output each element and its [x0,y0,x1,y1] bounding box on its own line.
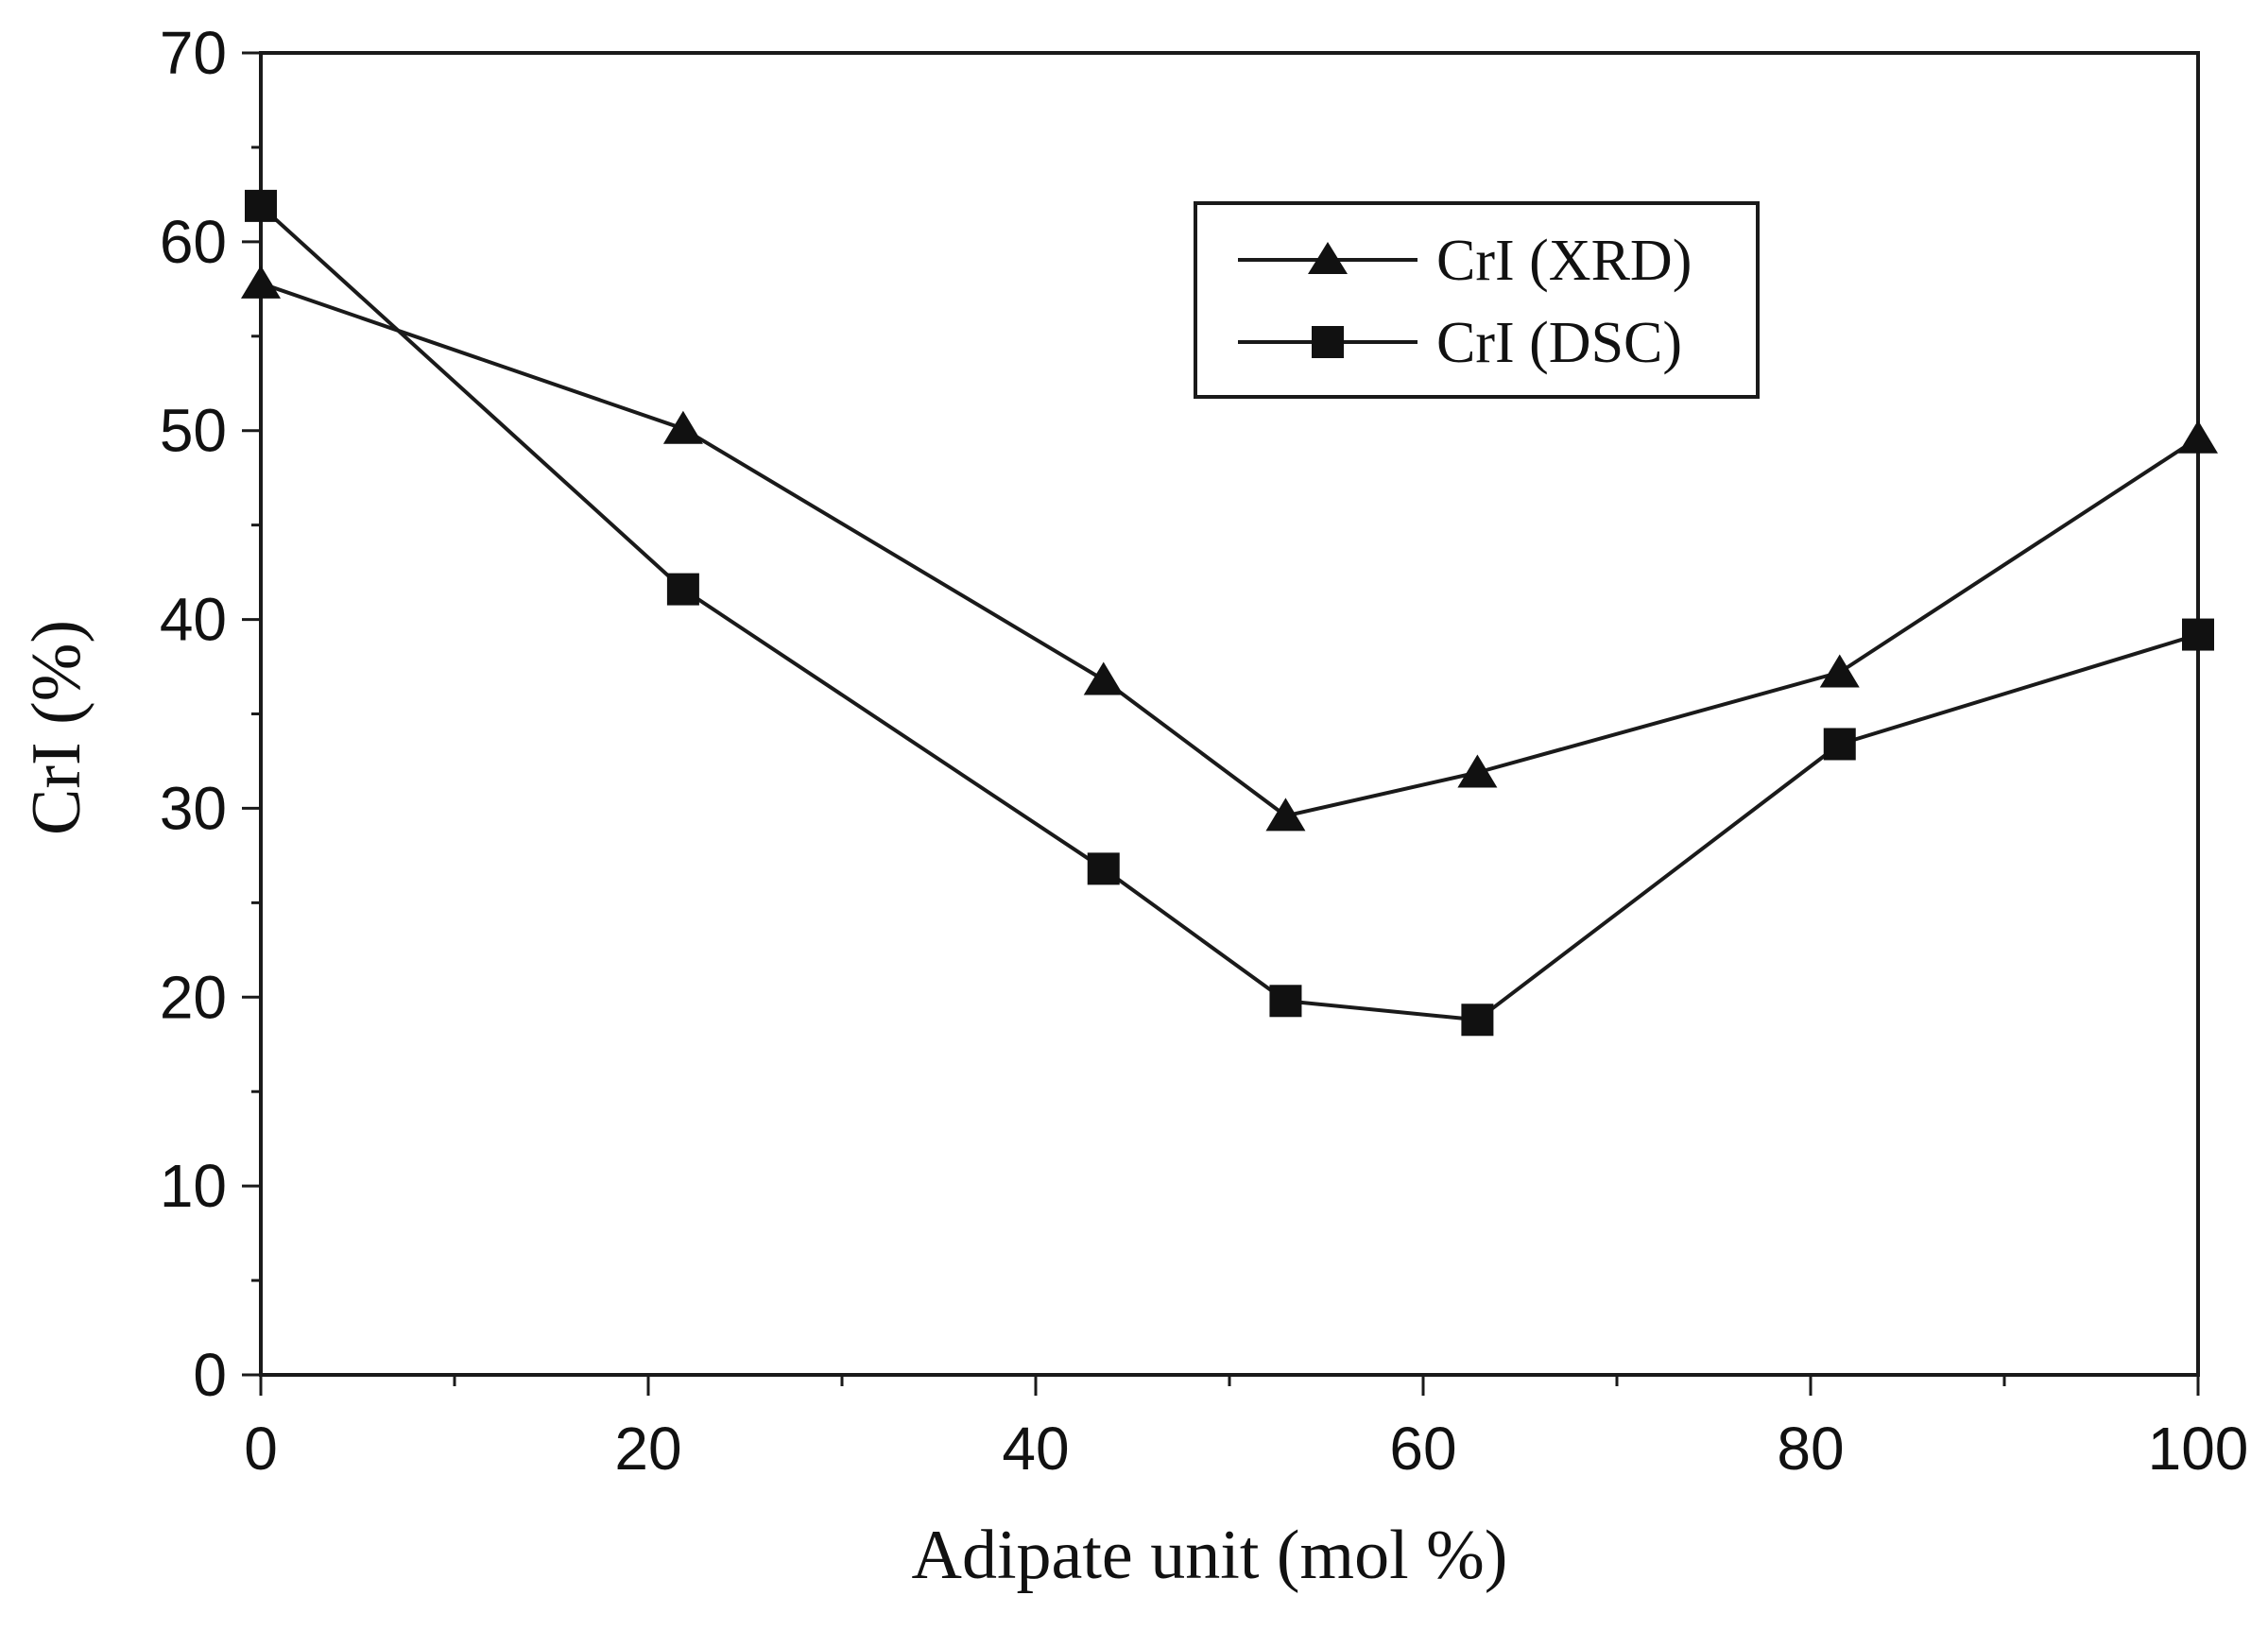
x-tick-label: 100 [2148,1415,2249,1483]
y-tick-label: 30 [160,774,227,842]
data-point-xrd [1819,654,1860,688]
data-point-dsc [1461,1004,1494,1037]
x-tick-label: 80 [1777,1415,1844,1483]
y-axis-title: CrI (%) [18,620,95,835]
y-tick-label: 20 [160,963,227,1031]
x-axis-title: Adipate unit (mol %) [912,1517,1508,1594]
data-point-xrd [1457,754,1498,788]
data-point-dsc [1087,852,1120,885]
y-tick-label: 0 [193,1341,227,1409]
data-point-dsc [2182,618,2214,651]
data-point-xrd [1083,661,1124,695]
y-tick-label: 40 [160,586,227,654]
legend-marker-xrd [1308,242,1348,274]
data-point-dsc [666,573,699,606]
data-point-xrd [241,265,281,299]
legend-box [1194,201,1760,399]
y-tick-label: 60 [160,208,227,276]
y-tick-label: 50 [160,397,227,465]
tick-labels: 0 10 20 30 40 50 60 70 0 20 40 60 80 100 [160,19,2249,1483]
y-tick-label: 10 [160,1152,227,1220]
x-tick-label: 20 [614,1415,681,1483]
data-point-xrd [662,410,703,444]
x-tick-label: 40 [1002,1415,1069,1483]
x-tick-label: 60 [1389,1415,1456,1483]
legend-label-xrd: CrI (XRD) [1436,229,1692,293]
x-tick-label: 0 [244,1415,278,1483]
data-point-xrd [2178,420,2218,454]
data-point-dsc [1269,985,1302,1018]
legend-label-dsc: CrI (DSC) [1436,311,1682,375]
data-point-dsc [245,189,277,222]
data-point-xrd [1265,798,1306,832]
data-point-dsc [1823,728,1856,761]
y-tick-label: 70 [160,19,227,87]
legend: CrI (XRD) CrI (DSC) [1194,201,1760,399]
legend-marker-dsc [1312,326,1344,358]
axis-ticks [242,51,2200,1396]
series-markers [241,189,2218,1037]
